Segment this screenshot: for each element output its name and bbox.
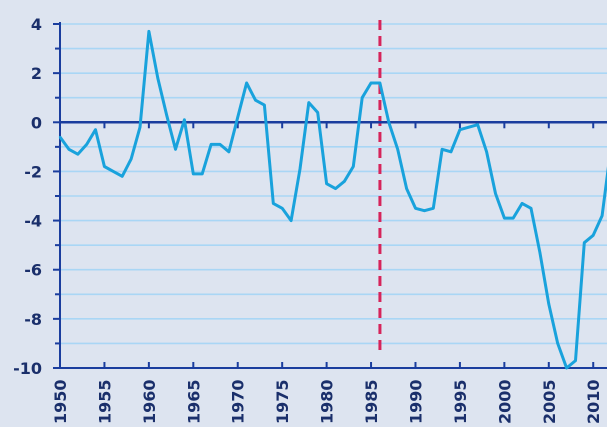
data-point: [520, 202, 524, 205]
x-tick-label: 1970: [229, 379, 248, 424]
y-tick-label: 0: [31, 113, 42, 132]
data-point: [565, 366, 568, 370]
data-point: [485, 150, 488, 153]
data-point: [263, 103, 266, 107]
data-point: [129, 157, 133, 161]
data-point: [414, 207, 417, 210]
data-point: [405, 187, 408, 190]
x-tick-label: 1955: [95, 379, 114, 424]
x-tick-label: 1980: [318, 379, 337, 424]
x-tick-label: 2010: [584, 379, 603, 424]
x-tick-label: 2000: [495, 379, 514, 424]
data-point: [183, 118, 186, 122]
data-point: [325, 182, 328, 185]
x-tick-label: 1960: [140, 379, 159, 424]
data-point: [174, 148, 177, 151]
y-tick-labels: 4 2 0 -2 -4 -6 -8 -10: [13, 15, 42, 378]
data-point: [121, 175, 124, 178]
data-point: [85, 143, 88, 146]
data-point: [165, 113, 168, 117]
data-point: [449, 150, 453, 153]
x-tick-label: 1995: [451, 379, 470, 424]
series-line: [58, 29, 607, 370]
data-point: [387, 121, 391, 124]
x-tick-label: 1965: [184, 379, 203, 424]
data-point: [76, 153, 79, 156]
x-tick-label: 1985: [362, 379, 381, 424]
y-tick-label: 2: [31, 64, 42, 83]
data-point: [547, 302, 550, 306]
data-point: [236, 116, 239, 119]
data-point: [476, 123, 479, 126]
data-point: [280, 207, 284, 210]
data-point: [343, 180, 346, 183]
data-point: [58, 135, 62, 139]
data-point: [369, 81, 373, 85]
data-point: [192, 172, 195, 176]
data-point: [316, 111, 319, 114]
grid-lines: [60, 23, 607, 345]
data-point: [289, 219, 293, 222]
axes: [53, 22, 607, 369]
data-point: [298, 167, 302, 171]
data-point: [156, 76, 159, 80]
data-point: [138, 126, 142, 129]
data-point: [512, 216, 515, 220]
x-tick-label: 1990: [406, 379, 425, 424]
data-point: [583, 241, 586, 244]
y-tick-label: -8: [24, 310, 42, 329]
x-tick-label: 1975: [273, 379, 292, 424]
data-point: [200, 172, 204, 176]
y-tick-label: -10: [13, 359, 42, 378]
data-point: [227, 150, 231, 153]
data-point: [272, 202, 275, 205]
data-point: [423, 209, 426, 212]
data-point: [307, 101, 311, 104]
data-point: [494, 192, 497, 195]
y-tick-label: -2: [24, 162, 42, 181]
data-point: [147, 30, 151, 33]
data-point: [218, 143, 222, 146]
y-tick-label: 4: [31, 15, 42, 34]
y-tick-label: -6: [24, 261, 42, 280]
data-point: [254, 98, 257, 102]
data-point: [467, 126, 471, 129]
data-point: [503, 216, 506, 220]
data-point: [529, 207, 533, 210]
data-point: [378, 81, 382, 85]
data-point: [112, 170, 115, 173]
x-tick-labels: 1950 1955 1960 1965 1970 1975 1980 1985 1990 1995…: [51, 379, 603, 424]
data-point: [352, 165, 355, 168]
series-group: [58, 29, 607, 370]
data-point: [556, 342, 559, 345]
x-tick-label: 2005: [540, 379, 559, 424]
data-point: [440, 148, 444, 151]
data-point: [103, 165, 106, 168]
data-point: [396, 148, 399, 151]
data-point: [432, 207, 435, 210]
data-point: [592, 234, 595, 237]
data-point: [67, 148, 71, 151]
data-point: [209, 143, 213, 146]
data-point: [600, 214, 604, 217]
data-point: [334, 187, 337, 190]
x-tick-label: 1950: [51, 379, 70, 424]
data-point: [574, 359, 577, 362]
data-point: [94, 128, 97, 131]
data-point: [360, 96, 364, 99]
y-tick-label: -4: [24, 212, 42, 231]
data-point: [458, 128, 462, 131]
data-point: [245, 81, 248, 85]
data-point: [538, 251, 542, 254]
